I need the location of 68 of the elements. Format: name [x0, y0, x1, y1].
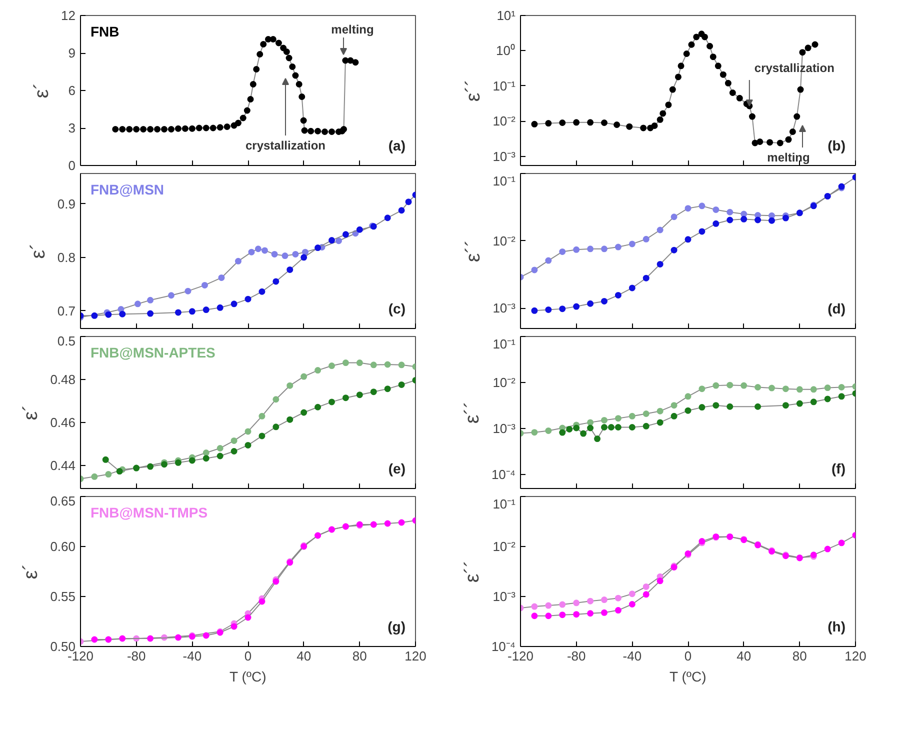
- y-tick-label: 12: [61, 8, 76, 23]
- y-axis-title: ε´´: [462, 79, 485, 102]
- y-axis-title: ε´: [20, 404, 42, 420]
- x-tick-label: -80: [566, 648, 586, 664]
- x-tick-label: -80: [126, 648, 146, 664]
- annotation: (e): [388, 460, 406, 476]
- annotation: (f): [832, 460, 846, 476]
- y-tick-label: 0.7: [57, 303, 76, 318]
- annotation: crystallization: [245, 138, 326, 152]
- y-tick-label: 3: [68, 120, 76, 136]
- y-axis-title: ε´´: [462, 240, 485, 262]
- x-tick-label: 80: [792, 648, 807, 664]
- y-tick-label: 10⁻⁴: [491, 467, 516, 482]
- y-tick-label: 10⁻³: [492, 589, 516, 604]
- y-tick-label: 10⁻³: [492, 300, 516, 316]
- y-tick-label: 10⁻¹: [492, 336, 516, 352]
- y-axis-title: ε´: [31, 82, 54, 98]
- y-tick-label: 0.44: [50, 458, 76, 474]
- y-axis-title: ε´´: [461, 560, 484, 583]
- y-tick-label: 0.55: [50, 589, 76, 604]
- y-tick-label: 0.65: [50, 494, 76, 508]
- text: FNB@MSN-APTES: [90, 344, 216, 360]
- y-tick-label: 6: [68, 83, 76, 98]
- x-tick-label: 40: [296, 648, 312, 664]
- y-tick-label: 10⁻¹: [492, 174, 516, 188]
- x-tick-label: 0: [684, 648, 692, 664]
- x-tick-label: 0: [244, 648, 252, 664]
- y-tick-label: 10⁰: [496, 43, 516, 58]
- y-axis-title: ε´: [20, 564, 42, 580]
- y-tick-label: 0.8: [57, 250, 76, 265]
- y-tick-label: 0.9: [57, 196, 76, 212]
- annotation: melting: [331, 22, 374, 36]
- annotation: (a): [388, 138, 406, 154]
- x-tick-label: 120: [404, 648, 426, 664]
- x-tick-label: 80: [352, 648, 367, 664]
- y-axis-title: ε´: [27, 243, 50, 259]
- x-tick-label: 120: [844, 648, 866, 664]
- annotation: (d): [828, 300, 846, 316]
- x-axis-title: T (ºC): [230, 668, 266, 684]
- annotation: (g): [388, 618, 406, 634]
- y-axis-title: ε´´: [461, 401, 484, 424]
- y-tick-label: 10⁻³: [492, 421, 516, 436]
- annotation: (c): [388, 300, 406, 316]
- y-tick-label: 10⁻¹: [492, 78, 516, 94]
- text: FNB@MSN-TMPS: [90, 504, 208, 520]
- text: FNB: [90, 24, 120, 40]
- y-tick-label: 10⁻¹: [492, 496, 516, 512]
- y-tick-label: 9: [68, 46, 76, 60]
- x-axis-title: T (ºC): [670, 668, 706, 684]
- y-tick-label: 10⁻²: [492, 375, 516, 390]
- y-tick-label: 0.46: [50, 415, 76, 430]
- y-tick-label: 10¹: [496, 8, 516, 23]
- annotation: (b): [828, 138, 846, 154]
- text: FNB@MSN: [90, 182, 164, 198]
- y-tick-label: 0.60: [50, 539, 76, 554]
- x-tick-label: -120: [507, 648, 534, 664]
- y-tick-label: 0.5: [57, 334, 76, 348]
- x-tick-label: 40: [736, 648, 752, 664]
- y-tick-label: 0.48: [50, 372, 76, 388]
- y-tick-label: 10⁻²: [492, 233, 516, 248]
- y-tick-label: 10⁻²: [492, 114, 516, 129]
- x-tick-label: -40: [182, 648, 202, 664]
- x-tick-label: -40: [622, 648, 642, 664]
- annotation: melting: [767, 150, 810, 164]
- annotation: (h): [828, 618, 846, 634]
- y-tick-label: 0: [68, 158, 76, 173]
- y-tick-label: 10⁻²: [492, 539, 516, 554]
- y-tick-label: 10⁻³: [492, 148, 516, 164]
